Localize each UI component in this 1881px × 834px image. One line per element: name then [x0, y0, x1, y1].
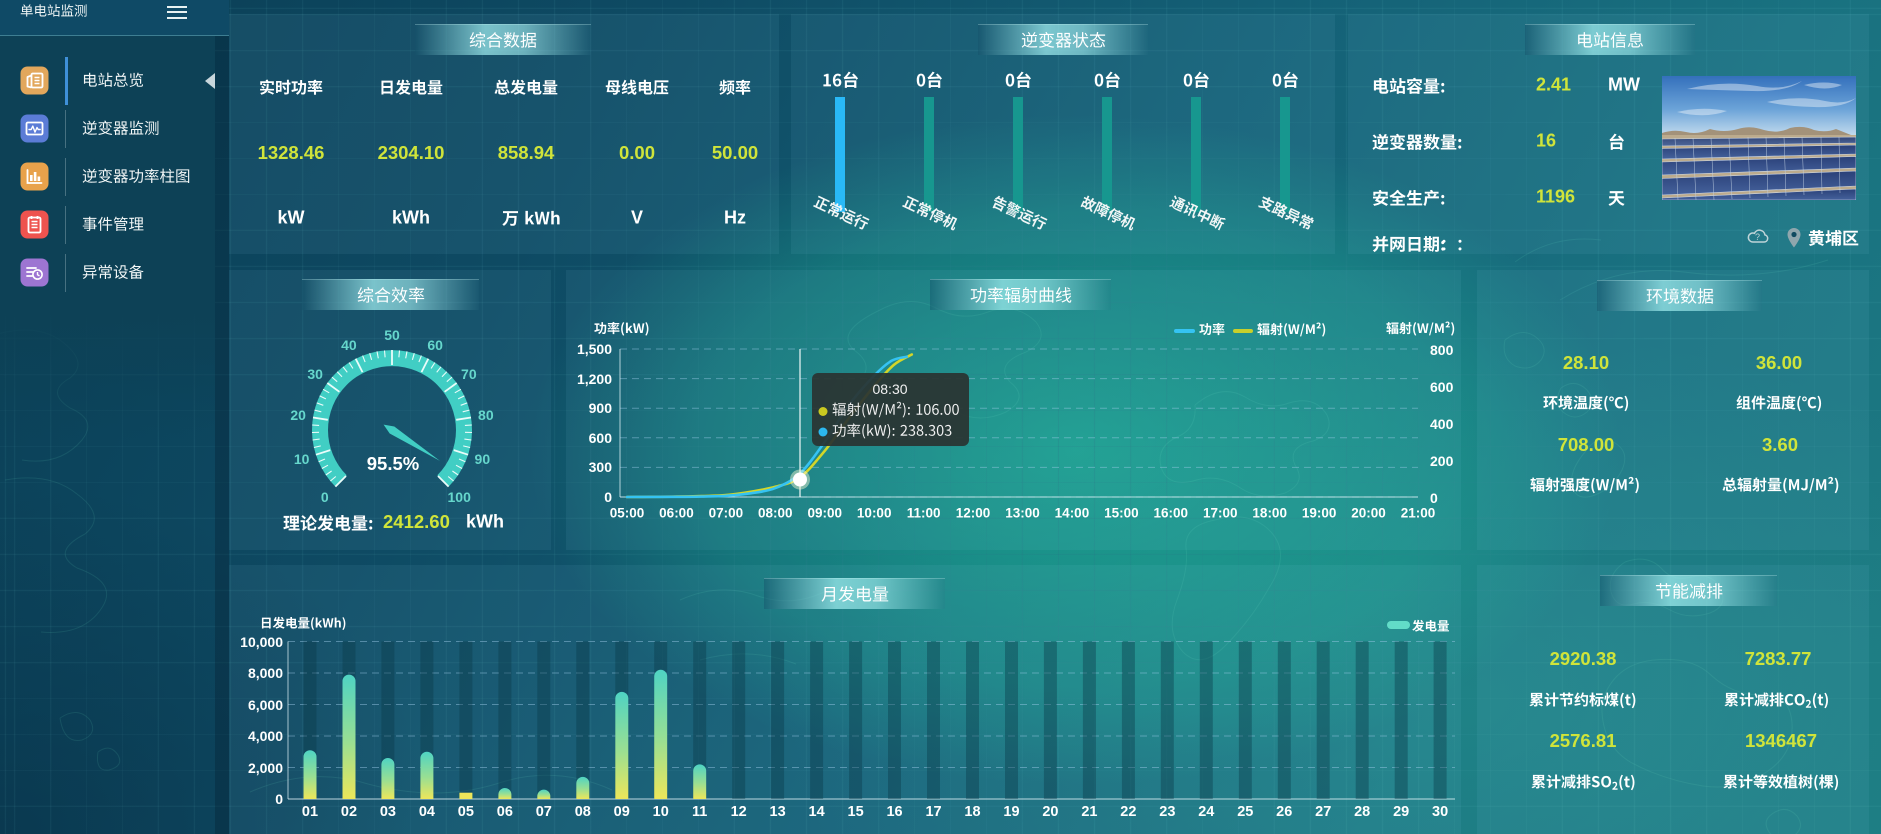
svg-text:?: ?: [1755, 232, 1760, 242]
